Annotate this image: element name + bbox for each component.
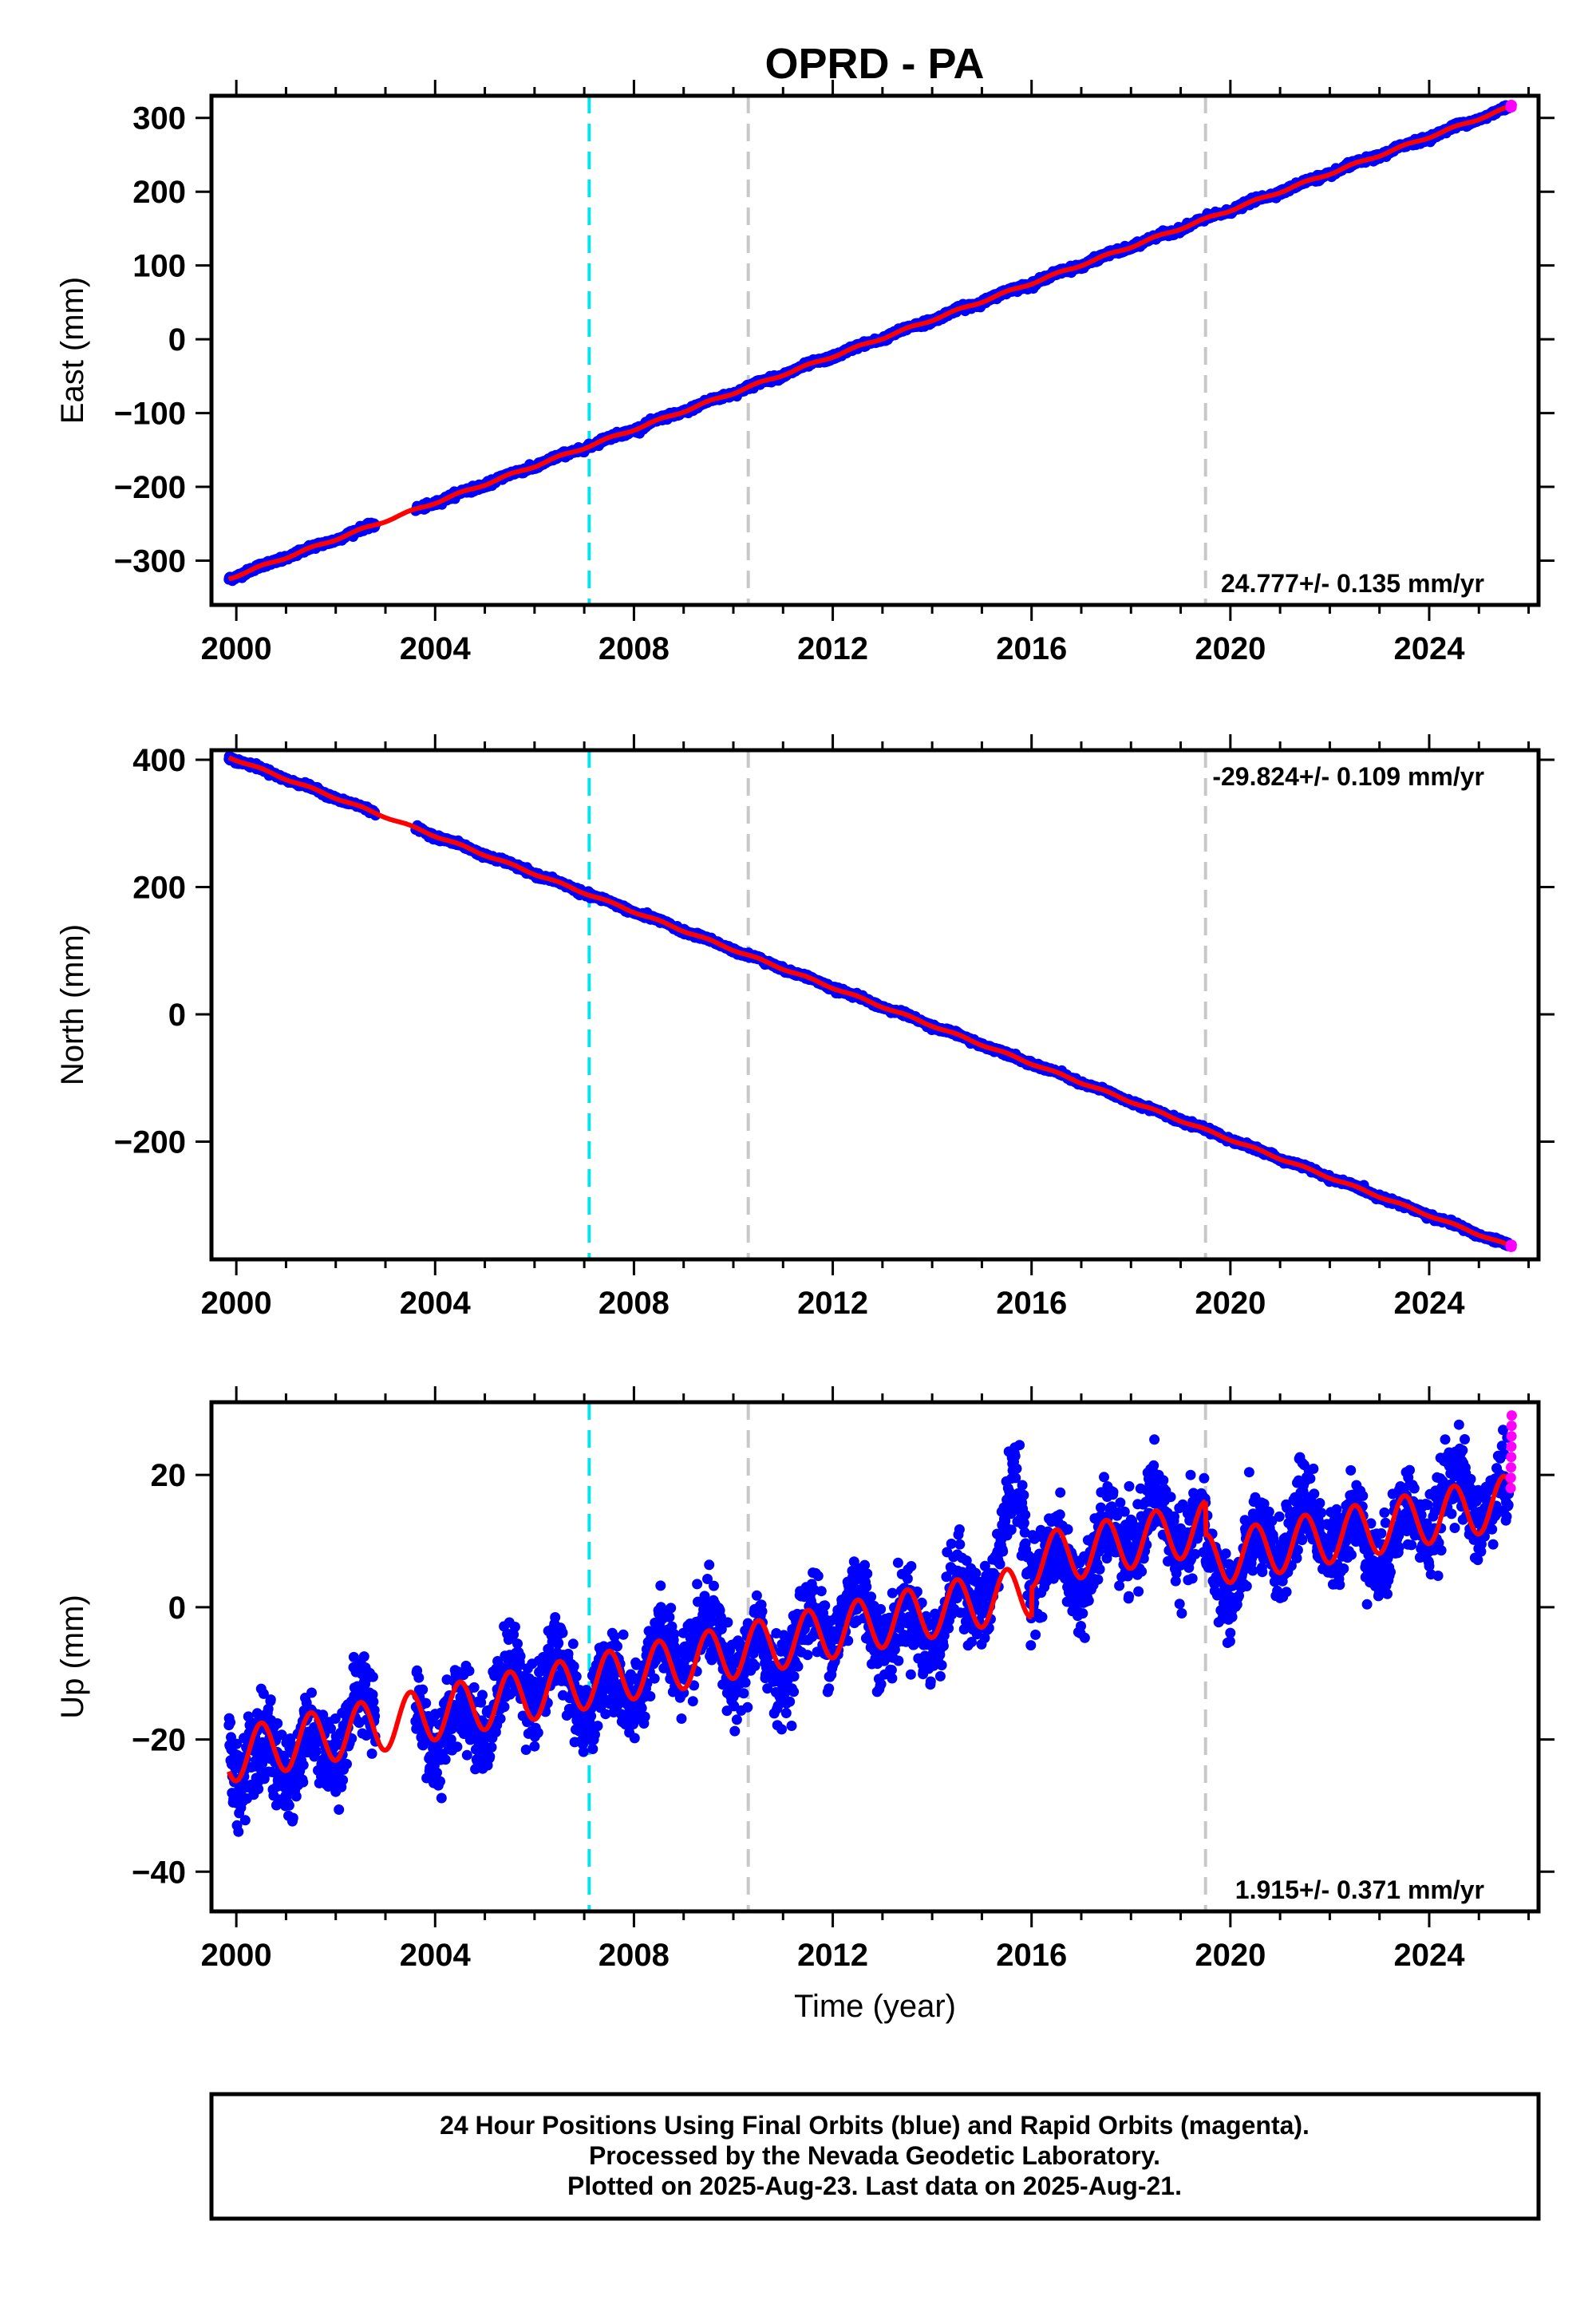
north-panel: 2000 2004 2008 2012 2016 2020 2024−2000200400N… [55, 734, 1555, 1321]
east-y-tick-label: −100 [114, 397, 186, 432]
east-model-curve [227, 104, 1512, 582]
east-x-tick-label: 2000 [201, 631, 272, 666]
east-rate-label: 24.777+/- 0.135 mm/yr [1221, 569, 1484, 598]
east-y-tick-label: 200 [132, 175, 186, 210]
east-x-tick-label: 2012 [797, 631, 868, 666]
east-x-tick-label: 2004 [400, 631, 472, 666]
east-y-tick-label: 0 [168, 322, 186, 358]
east-x-tick-label: 2016 [996, 631, 1067, 666]
east-x-tick-label: 2008 [598, 631, 670, 666]
east-x-tick-label: 2024 [1393, 631, 1465, 666]
east-rapid-point [1506, 100, 1517, 111]
east-y-axis-label: East (mm) [55, 277, 90, 424]
east-y-tick-label: −300 [114, 544, 186, 579]
east-y-tick-label: −200 [114, 470, 186, 505]
east-rapid-points [1505, 100, 1517, 113]
east-plot-area [223, 96, 1517, 605]
east-y-tick-label: 100 [132, 249, 186, 284]
figure-title: OPRD - PA [764, 40, 984, 88]
east-panel: 2000 2004 2008 2012 2016 2020 2024−300−200−100… [55, 80, 1555, 666]
east-x-tick-label: 2020 [1195, 631, 1266, 666]
east-y-tick-label: 300 [132, 101, 186, 136]
north-plot-area [223, 750, 1517, 1259]
